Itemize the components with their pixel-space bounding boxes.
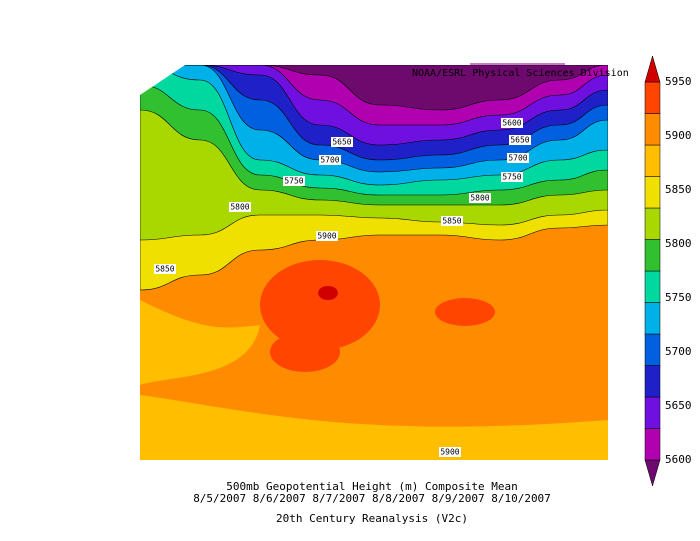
colorbar-swatch: [644, 144, 661, 177]
colorbar-swatch: [644, 81, 661, 114]
colorbar-label: 5750: [665, 291, 692, 304]
contour-label-box: [316, 231, 338, 241]
contour-label-box: [331, 137, 353, 147]
contour-label: 5700: [508, 154, 527, 163]
contour-label-box: [283, 176, 305, 186]
contour-label-box: [229, 202, 251, 212]
contour-label-box: [501, 172, 523, 182]
contour-label-box: [154, 264, 176, 274]
field-band: [140, 65, 608, 111]
field-band: [140, 225, 608, 427]
contour-label: 5800: [470, 194, 489, 203]
contour-label-box: [501, 118, 523, 128]
caption-source: 20th Century Reanalysis (V2c): [276, 512, 468, 525]
caption-dates: 8/5/2007 8/6/2007 8/7/2007 8/8/2007 8/9/…: [193, 492, 551, 505]
colorbar-label: 5650: [665, 399, 692, 412]
contour-label: 5850: [155, 265, 174, 274]
credit: NOAA/ESRL Physical Sciences Division: [412, 68, 629, 79]
colorbar-swatch: [644, 396, 661, 429]
contour-label-box: [507, 153, 529, 163]
colorbar-swatch: [644, 428, 661, 461]
contour-label: 5800: [230, 203, 249, 212]
contour-label: 5700: [320, 156, 339, 165]
contour-label: 5650: [510, 136, 529, 145]
contour-label: 5750: [502, 173, 521, 182]
colorbar-cap: [644, 459, 661, 487]
colorbar-swatch: [644, 239, 661, 272]
corner-mask: [140, 65, 185, 95]
contour-label-box: [319, 155, 341, 165]
contour-label-box: [441, 216, 463, 226]
colorbar-swatch: [644, 333, 661, 366]
colorbar-label: 5850: [665, 183, 692, 196]
map: 5600 5650 5650 5700 5700 5750 5750 5800 5800 5850…: [140, 65, 608, 460]
colorbar-label: 5900: [665, 129, 692, 142]
colorbar: 5600 5650 5700 5750 5800 5850 5900 5950: [644, 55, 692, 487]
map-field: [140, 65, 608, 460]
colorbar-label: 5700: [665, 345, 692, 358]
contour-label: 5600: [502, 119, 521, 128]
colorbar-swatch: [644, 270, 661, 303]
colorbar-swatch: [644, 302, 661, 335]
field-band: [318, 286, 338, 300]
colorbar-label: 5950: [665, 75, 692, 88]
field-band: [435, 298, 495, 326]
colorbar-swatch: [644, 207, 661, 240]
colorbar-cap: [644, 55, 661, 83]
contour-label: 5900: [317, 232, 336, 241]
field-band: [270, 332, 340, 372]
contour-label: 5850: [442, 217, 461, 226]
colorbar-swatch: [644, 365, 661, 398]
contour-label: 5900: [440, 448, 459, 457]
contour-label-box: [469, 193, 491, 203]
colorbar-swatch: [644, 113, 661, 146]
colorbar-swatch: [644, 176, 661, 209]
field-band: [260, 260, 380, 350]
contour-label: 5750: [284, 177, 303, 186]
caption-title: 500mb Geopotential Height (m) Composite …: [226, 480, 517, 493]
colorbar-label: 5800: [665, 237, 692, 250]
contour-label-box: [439, 447, 461, 457]
colorbar-label: 5600: [665, 453, 692, 466]
contour-label: 5650: [332, 138, 351, 147]
contour-label-box: [509, 135, 531, 145]
